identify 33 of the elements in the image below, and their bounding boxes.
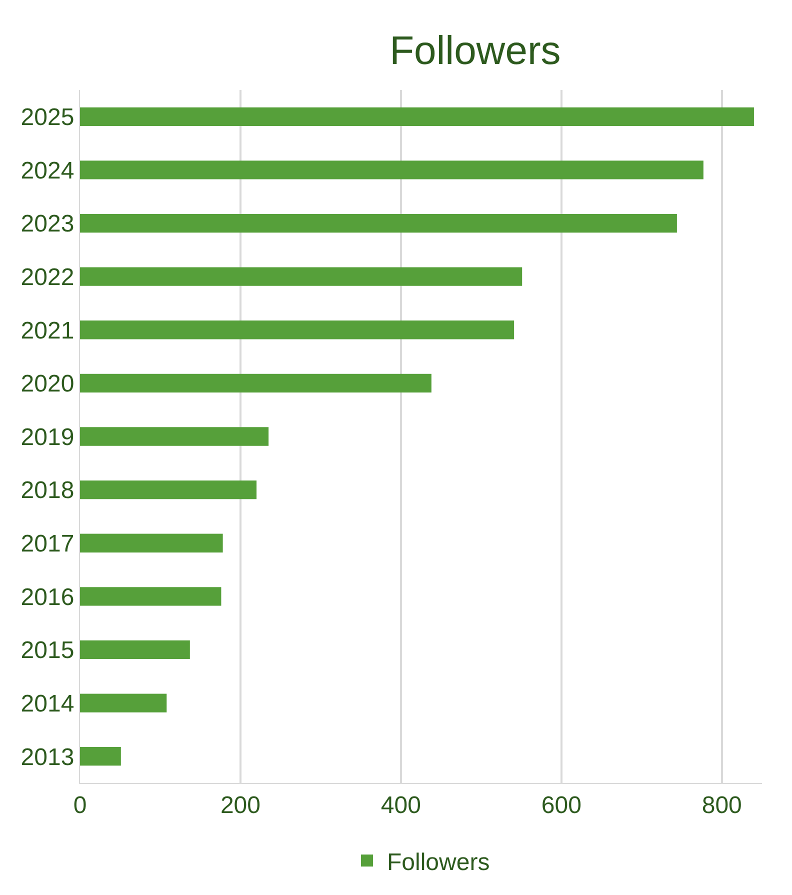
y-tick-label: 2019 <box>20 424 74 451</box>
bar <box>80 427 269 446</box>
y-tick-label: 2018 <box>20 477 74 504</box>
bar <box>80 480 257 500</box>
x-tick-label: 600 <box>541 792 582 819</box>
y-tick-label: 2016 <box>20 584 74 611</box>
y-tick-label: 2023 <box>20 210 74 238</box>
y-tick-label: 2015 <box>20 637 74 664</box>
bar <box>80 587 222 606</box>
bar <box>80 534 223 552</box>
bar <box>80 694 167 712</box>
y-tick-label: 2022 <box>20 264 74 291</box>
y-tick-label: 2013 <box>20 744 74 771</box>
bar <box>80 640 190 660</box>
chart-title: Followers <box>390 28 561 73</box>
y-tick-label: 2020 <box>20 370 74 398</box>
y-tick-label: 2024 <box>20 157 74 184</box>
x-tick-label: 400 <box>380 792 421 819</box>
bar <box>80 214 677 233</box>
y-tick-label: 2025 <box>20 104 74 132</box>
bar <box>80 107 754 126</box>
bar <box>80 320 514 340</box>
x-tick-label: 0 <box>73 792 87 819</box>
bar <box>80 374 432 393</box>
y-tick-label: 2021 <box>20 317 74 344</box>
y-tick-label: 2017 <box>20 530 74 558</box>
y-tick-label: 2014 <box>20 690 74 718</box>
x-tick-label: 800 <box>702 792 742 819</box>
bar <box>80 267 522 286</box>
bar <box>80 160 704 180</box>
legend-label: Followers <box>387 848 490 876</box>
x-tick-label: 200 <box>220 792 260 819</box>
bar <box>80 747 121 766</box>
